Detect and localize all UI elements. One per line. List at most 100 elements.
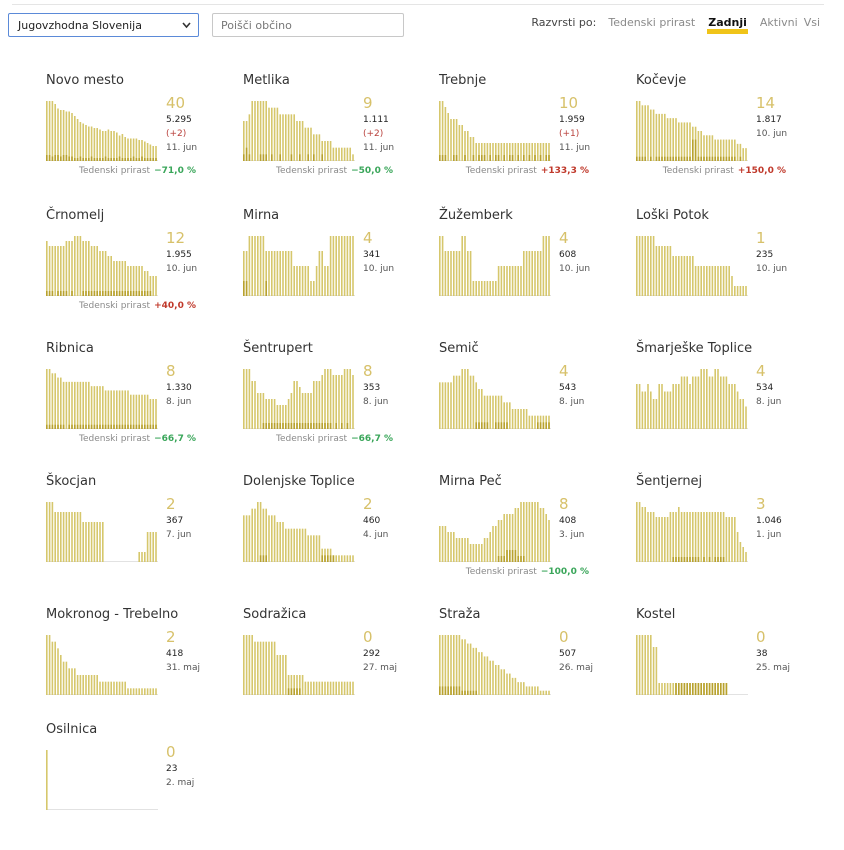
chart-bar xyxy=(706,369,708,429)
chart-bar xyxy=(149,688,152,695)
municipality-card[interactable]: Mirna 4 341 10. jun xyxy=(243,208,439,336)
chart-bar xyxy=(149,144,152,161)
chart-bar xyxy=(85,522,87,562)
chart-bar xyxy=(82,123,84,161)
chart-bar xyxy=(453,375,455,429)
chart-bar-new-cases xyxy=(683,683,686,695)
chart-bar-new-cases xyxy=(441,686,444,695)
municipality-card[interactable]: Straža 0 507 26. maj xyxy=(439,607,635,735)
chart-bar xyxy=(349,681,351,695)
chart-bar xyxy=(439,635,441,695)
chart-bar xyxy=(301,528,304,562)
chart-bar xyxy=(650,236,652,296)
weekly-growth: Tedenski prirast +40,0 % xyxy=(46,301,196,311)
chart-bar xyxy=(248,635,251,695)
chart-bar-new-cases xyxy=(124,424,126,429)
chart-bar xyxy=(483,656,486,695)
municipality-search-input[interactable] xyxy=(212,13,404,37)
municipality-card[interactable]: Žužemberk 4 608 10. jun xyxy=(439,208,635,336)
chart-bar xyxy=(343,681,346,695)
chart-bar xyxy=(520,266,522,296)
chart-bar xyxy=(464,538,466,562)
chart-bar xyxy=(282,405,284,429)
municipality-card[interactable]: Sodražica 0 292 27. maj xyxy=(243,607,439,735)
sort-option-active[interactable]: Aktivni xyxy=(759,16,798,29)
chart-bar-new-cases xyxy=(489,155,491,161)
municipality-card[interactable]: Škocjan 2 367 7. jun xyxy=(46,474,242,602)
chart-bar xyxy=(88,381,90,429)
chart-bar xyxy=(313,281,315,296)
municipality-card[interactable]: Novo mesto 40 5.295 (+2) 11. jun Tedenski pri… xyxy=(46,73,242,201)
municipality-card[interactable]: Kostel 0 38 25. maj xyxy=(636,607,832,735)
municipality-name: Semič xyxy=(439,341,479,356)
chart-bar xyxy=(450,119,452,161)
chart-bar-new-cases xyxy=(324,555,326,562)
sort-option-all[interactable]: Vsi xyxy=(803,16,820,29)
chart-bar xyxy=(99,386,101,429)
last-case-date: 7. jun xyxy=(166,530,192,540)
chart-bar-new-cases xyxy=(447,686,449,695)
chart-bar xyxy=(321,681,323,695)
chart-bar xyxy=(664,391,666,429)
municipality-stats: 0 23 2. maj xyxy=(166,743,242,790)
region-select[interactable]: Jugovzhodna Slovenija xyxy=(8,13,199,37)
total-count: 534 xyxy=(756,383,774,393)
chart-bar xyxy=(531,502,533,562)
chart-bar xyxy=(155,688,157,695)
chart-bar-new-cases xyxy=(483,155,486,161)
chart-bar xyxy=(273,515,276,562)
municipality-name: Kostel xyxy=(636,607,676,622)
municipality-card[interactable]: Mokronog - Trebelno 2 418 31. maj xyxy=(46,607,242,735)
municipality-card[interactable]: Kočevje 14 1.817 10. jun Tedenski prirast +15… xyxy=(636,73,832,201)
chart-bar-new-cases xyxy=(65,155,68,161)
chart-bar xyxy=(304,266,307,296)
chart-bar xyxy=(107,681,110,695)
chart-bar xyxy=(486,538,489,562)
chart-bar xyxy=(343,555,346,562)
municipality-card[interactable]: Loški Potok 1 235 10. jun xyxy=(636,208,832,336)
chart-bar xyxy=(472,375,475,429)
chart-bar xyxy=(469,643,472,695)
active-cases-sparkline xyxy=(439,236,551,296)
total-count: 341 xyxy=(363,250,381,260)
municipality-stats: 3 1.046 1. jun xyxy=(756,495,832,542)
municipality-card[interactable]: Šmarješke Toplice 4 534 8. jun xyxy=(636,341,832,469)
chart-bar-new-cases xyxy=(290,154,293,161)
weekly-growth-label: Tedenski prirast xyxy=(662,166,734,176)
municipality-card[interactable]: Mirna Peč 8 408 3. jun Tedenski prirast −100,… xyxy=(439,474,635,602)
municipality-card[interactable]: Ribnica 8 1.330 8. jun Tedenski prirast −66,7… xyxy=(46,341,242,469)
chart-bar xyxy=(62,246,65,296)
chart-bar-new-cases xyxy=(335,423,337,429)
chart-bar xyxy=(647,635,649,695)
chart-bar xyxy=(268,515,270,562)
chart-bar xyxy=(62,512,65,562)
sort-option-latest[interactable]: Zadnji xyxy=(707,16,748,34)
chart-bar-new-cases xyxy=(259,555,262,562)
chart-bar xyxy=(315,535,318,562)
chart-bar xyxy=(464,369,466,429)
daily-delta: (+2) xyxy=(363,129,384,139)
chart-bar xyxy=(327,369,329,429)
chart-bar xyxy=(467,251,469,296)
municipality-card[interactable]: Osilnica 0 23 2. maj xyxy=(46,722,242,850)
municipality-card[interactable]: Metlika 9 1.111 (+2) 11. jun Tedenski prirast… xyxy=(243,73,439,201)
chart-bar xyxy=(99,681,101,695)
municipality-card[interactable]: Šentrupert 8 353 8. jun Tedenski prirast −66,… xyxy=(243,341,439,469)
chart-bar xyxy=(152,276,154,296)
municipality-card[interactable]: Črnomelj 12 1.955 10. jun Tedenski prirast +4… xyxy=(46,208,242,336)
chart-bar xyxy=(666,246,669,296)
municipality-card[interactable]: Trebnje 10 1.959 (+1) 11. jun Tedenski priras… xyxy=(439,73,635,201)
chart-bar xyxy=(686,512,688,562)
chart-bar xyxy=(472,544,475,562)
municipality-card[interactable]: Semič 4 543 8. jun xyxy=(439,341,635,469)
chart-bar xyxy=(130,266,132,296)
chart-bar xyxy=(279,251,281,296)
sort-option-weekly[interactable]: Tedenski prirast xyxy=(608,16,696,29)
municipality-card[interactable]: Dolenjske Toplice 2 460 4. jun xyxy=(243,474,439,602)
last-case-date: 11. jun xyxy=(166,143,198,153)
chart-bar-new-cases xyxy=(46,155,48,161)
chart-bar xyxy=(455,635,458,695)
last-case-date: 1. jun xyxy=(756,530,782,540)
chart-bar-new-cases xyxy=(708,557,711,562)
municipality-card[interactable]: Šentjernej 3 1.046 1. jun xyxy=(636,474,832,602)
